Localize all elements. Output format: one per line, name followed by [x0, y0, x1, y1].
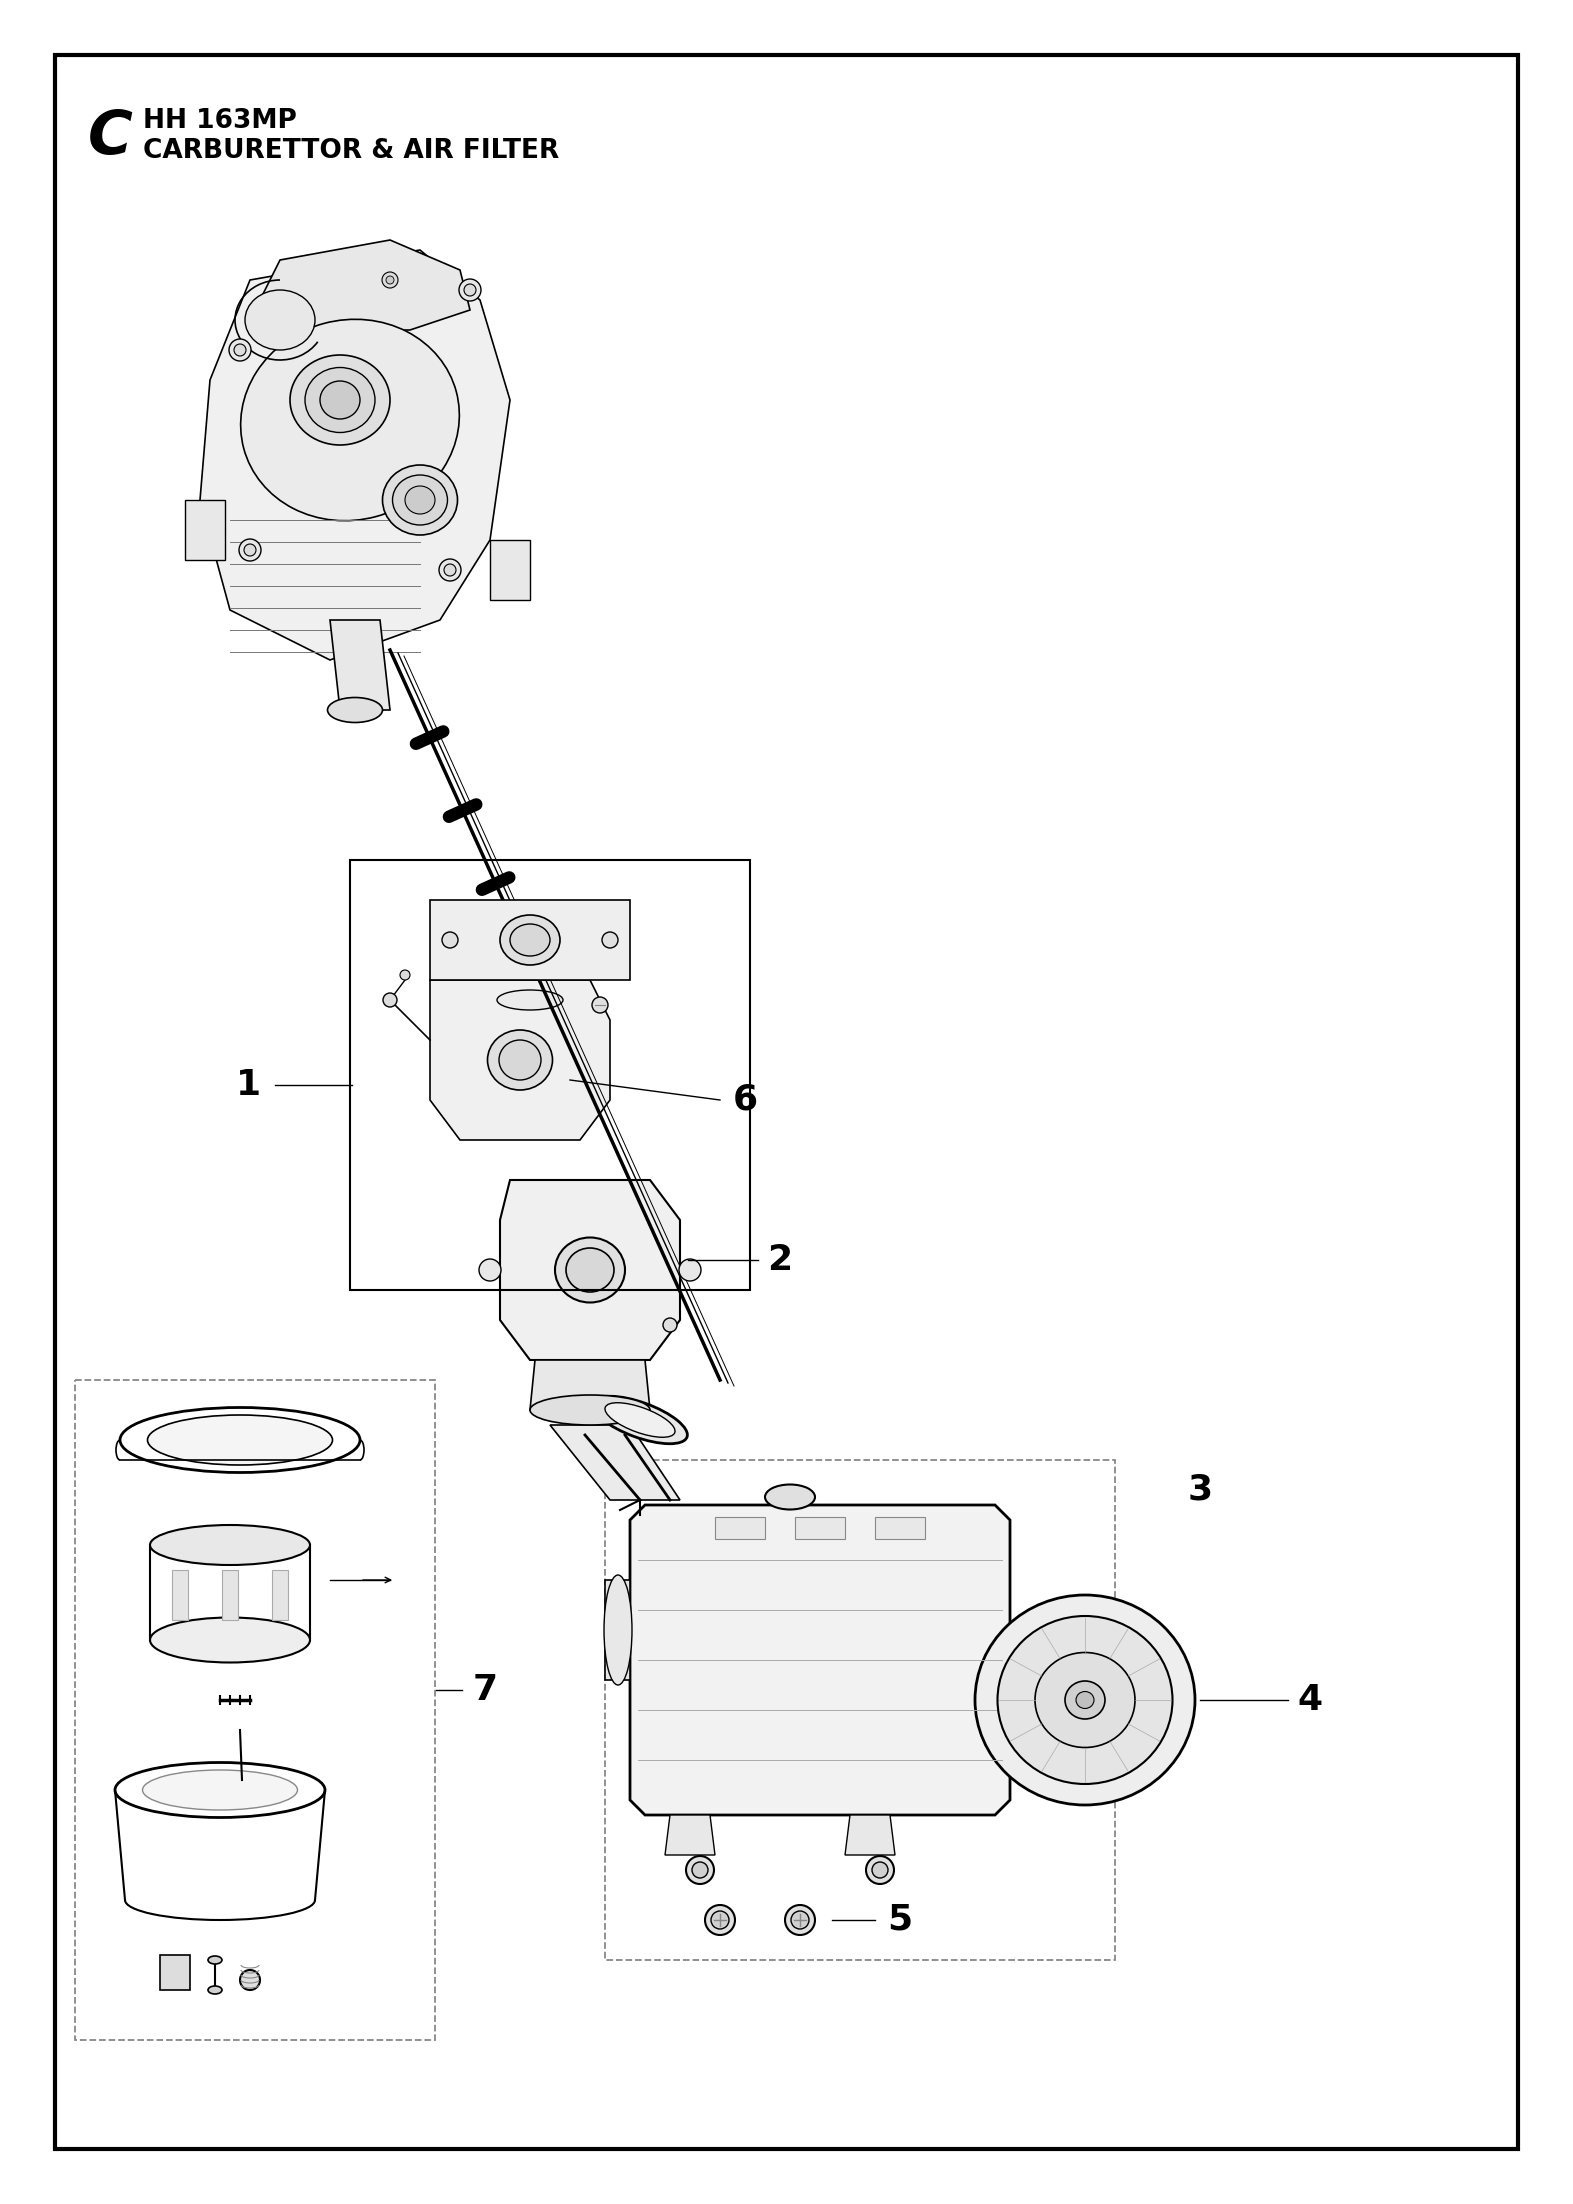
Ellipse shape	[319, 381, 360, 419]
Ellipse shape	[289, 355, 390, 445]
Ellipse shape	[464, 284, 477, 295]
Bar	[716, 1516, 764, 1538]
Polygon shape	[606, 1580, 631, 1679]
Text: 3: 3	[1188, 1472, 1213, 1508]
Ellipse shape	[244, 544, 256, 555]
Polygon shape	[551, 1426, 680, 1501]
Ellipse shape	[555, 1236, 624, 1303]
Bar	[171, 1569, 189, 1620]
Ellipse shape	[149, 1618, 310, 1662]
Ellipse shape	[480, 1258, 500, 1281]
Text: 6: 6	[733, 1082, 758, 1117]
Ellipse shape	[149, 1525, 310, 1565]
Ellipse shape	[606, 1402, 675, 1437]
Text: HH 163MP: HH 163MP	[143, 108, 297, 134]
Ellipse shape	[510, 923, 551, 957]
Ellipse shape	[997, 1616, 1172, 1783]
Ellipse shape	[591, 996, 609, 1014]
Ellipse shape	[791, 1911, 809, 1928]
Ellipse shape	[692, 1862, 708, 1878]
Ellipse shape	[148, 1415, 332, 1466]
Ellipse shape	[1076, 1690, 1093, 1708]
Ellipse shape	[705, 1904, 735, 1935]
Ellipse shape	[143, 1770, 297, 1809]
Ellipse shape	[604, 1576, 632, 1686]
Ellipse shape	[764, 1485, 815, 1510]
Ellipse shape	[686, 1856, 714, 1884]
Text: 4: 4	[1298, 1684, 1323, 1717]
Ellipse shape	[530, 1395, 650, 1426]
Ellipse shape	[382, 465, 458, 536]
Ellipse shape	[500, 915, 560, 965]
Polygon shape	[200, 249, 510, 659]
Polygon shape	[330, 619, 390, 710]
Polygon shape	[491, 540, 530, 599]
Polygon shape	[631, 1505, 1010, 1816]
Ellipse shape	[208, 1955, 222, 1964]
Ellipse shape	[499, 1040, 541, 1080]
Ellipse shape	[439, 560, 461, 582]
Ellipse shape	[382, 271, 398, 289]
Ellipse shape	[241, 1970, 260, 1990]
Ellipse shape	[1065, 1682, 1104, 1719]
Ellipse shape	[711, 1911, 728, 1928]
Ellipse shape	[382, 994, 396, 1007]
Ellipse shape	[497, 990, 563, 1009]
Polygon shape	[429, 981, 610, 1139]
Ellipse shape	[867, 1856, 893, 1884]
Polygon shape	[845, 1816, 895, 1856]
Text: C: C	[88, 108, 132, 168]
Text: 5: 5	[887, 1902, 912, 1937]
Ellipse shape	[234, 344, 245, 357]
Ellipse shape	[230, 339, 252, 361]
Polygon shape	[665, 1816, 716, 1856]
Bar	[875, 1516, 925, 1538]
Ellipse shape	[208, 1986, 222, 1995]
Polygon shape	[260, 240, 470, 331]
Text: 2: 2	[768, 1243, 793, 1276]
Ellipse shape	[327, 696, 382, 723]
Text: CARBURETTOR & AIR FILTER: CARBURETTOR & AIR FILTER	[143, 139, 560, 163]
Ellipse shape	[241, 320, 459, 520]
Ellipse shape	[305, 368, 374, 432]
Bar	[606, 1459, 1115, 1959]
Ellipse shape	[400, 970, 411, 981]
Bar	[429, 899, 631, 981]
Ellipse shape	[239, 540, 261, 562]
Ellipse shape	[404, 487, 436, 514]
Text: 1: 1	[236, 1069, 261, 1102]
Polygon shape	[160, 1955, 190, 1990]
Polygon shape	[186, 500, 225, 560]
Ellipse shape	[442, 932, 458, 948]
Ellipse shape	[662, 1318, 676, 1331]
Ellipse shape	[444, 564, 456, 575]
Ellipse shape	[245, 291, 315, 350]
Ellipse shape	[459, 280, 481, 302]
Ellipse shape	[393, 476, 447, 525]
Ellipse shape	[602, 932, 618, 948]
Ellipse shape	[1035, 1653, 1136, 1748]
Bar	[794, 1516, 845, 1538]
Ellipse shape	[115, 1763, 326, 1818]
Ellipse shape	[871, 1862, 889, 1878]
Ellipse shape	[593, 1397, 687, 1444]
Ellipse shape	[120, 1408, 360, 1472]
Polygon shape	[530, 1360, 650, 1411]
Ellipse shape	[385, 276, 393, 284]
Bar	[76, 1380, 436, 2041]
Text: 7: 7	[472, 1673, 497, 1708]
Ellipse shape	[488, 1029, 552, 1091]
Bar	[272, 1569, 288, 1620]
Ellipse shape	[680, 1258, 702, 1281]
Ellipse shape	[975, 1596, 1195, 1805]
Polygon shape	[500, 1179, 680, 1360]
Bar	[351, 860, 750, 1289]
Bar	[222, 1569, 238, 1620]
Ellipse shape	[785, 1904, 815, 1935]
Ellipse shape	[566, 1247, 613, 1292]
